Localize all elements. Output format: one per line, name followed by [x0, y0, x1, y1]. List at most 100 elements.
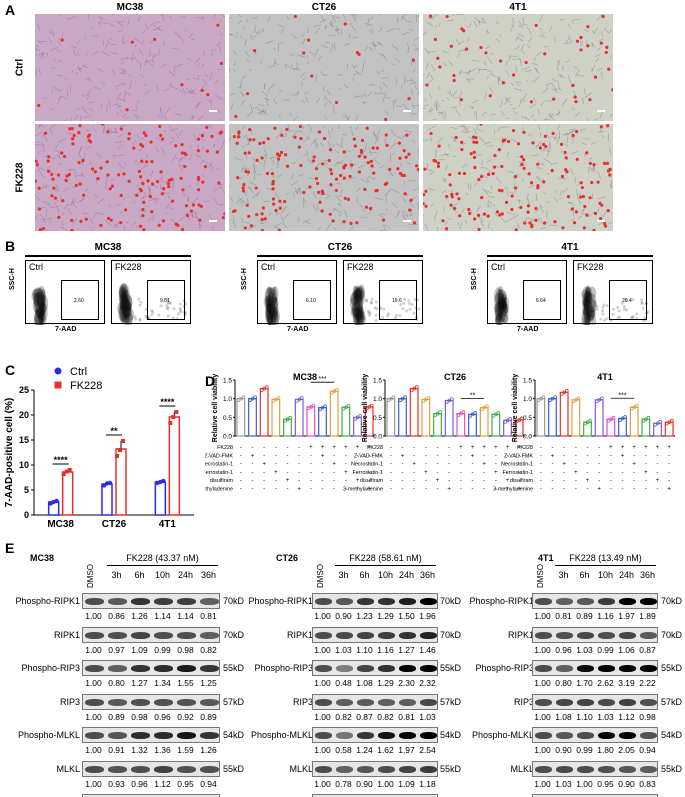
- flow-group-title: CT26: [327, 242, 353, 253]
- treatment-label: disulfiram: [210, 478, 234, 484]
- blot-band: [108, 665, 127, 672]
- y-axis-label: Relative cell viability: [512, 374, 519, 443]
- treatment-sign: +: [656, 478, 660, 484]
- treatment-sign: -: [240, 453, 242, 459]
- treatment-label: 3-methyladenine: [343, 487, 383, 493]
- bar: [571, 399, 581, 437]
- treatment-label: FK228: [217, 445, 233, 451]
- chart-title: CT26: [444, 372, 466, 382]
- blot-strip: [312, 660, 438, 676]
- blot-strip: [82, 727, 220, 743]
- blot-strip: [82, 660, 220, 676]
- panel-d-viability-charts: MC38 0.0 0.5 1.0 1.5 Relative cell viability *…: [205, 372, 675, 493]
- blot-band: [619, 765, 636, 773]
- data-point: [311, 403, 316, 408]
- blot-band: [556, 765, 573, 773]
- bar: [421, 398, 431, 437]
- blot-lane-label: 3h: [111, 570, 122, 580]
- treatment-sign: -: [587, 462, 589, 468]
- data-point: [539, 396, 543, 401]
- data-point: [496, 411, 501, 415]
- treatment-sign: -: [448, 478, 450, 484]
- treatment-sign: +: [551, 453, 555, 459]
- blot-band: [598, 698, 615, 706]
- treatment-sign: -: [275, 445, 277, 451]
- blot-band: [577, 765, 594, 773]
- bar: [641, 418, 651, 437]
- data-point: [398, 398, 402, 402]
- treatment-label: disulfiram: [360, 478, 384, 484]
- micrograph-column-title: CT26: [311, 2, 337, 13]
- bar: [353, 416, 362, 437]
- blot-protein-name: Phospho-RIP3: [254, 663, 313, 673]
- y-axis-label: 7-AAD-positive cell (%): [4, 398, 15, 507]
- treatment-sign: -: [575, 487, 577, 493]
- legend-label: FK228: [70, 380, 102, 392]
- treatment-sign: -: [240, 478, 242, 484]
- bar: [583, 421, 592, 437]
- blot-band: [598, 765, 615, 773]
- treatment-sign: -: [563, 445, 565, 451]
- blot-quantification-value: 0.87: [639, 644, 656, 655]
- data-point: [641, 418, 646, 423]
- treatment-sign: +: [447, 487, 451, 493]
- blot-band: [598, 732, 615, 739]
- treatment-sign: -: [275, 487, 277, 493]
- blot-quantification-value: 0.90: [618, 778, 635, 789]
- blot-lane-label: 36h: [639, 570, 656, 580]
- blot-band: [336, 732, 353, 739]
- treatment-sign: -: [610, 478, 612, 484]
- significance-label: **: [110, 426, 118, 436]
- treatment-sign: -: [495, 487, 497, 493]
- bar: [456, 412, 466, 437]
- blot-band: [315, 765, 332, 773]
- blot-band: [640, 698, 657, 706]
- treatment-label: Z-VAD-FMK: [354, 453, 383, 459]
- micrograph-image: [229, 14, 419, 121]
- blot-band: [378, 631, 395, 639]
- blot-strip: [532, 794, 658, 797]
- data-point: [297, 397, 302, 402]
- flow-gate: [147, 280, 185, 320]
- bar: [271, 398, 281, 437]
- treatment-sign: -: [345, 453, 347, 459]
- blot-molecular-weight: 54kD: [661, 730, 683, 740]
- blot-band: [556, 732, 573, 739]
- blot-strip: [312, 794, 438, 797]
- treatment-sign: +: [424, 470, 428, 476]
- blot-band: [556, 698, 573, 706]
- flow-x-axis-label: 7-AAD: [287, 326, 309, 333]
- blot-band: [154, 765, 173, 773]
- data-point: [508, 417, 512, 421]
- treatment-sign: -: [540, 445, 542, 451]
- treatment-sign: -: [298, 445, 300, 451]
- blot-treatment-label: FK228 (43.37 nM): [126, 553, 199, 563]
- treatment-sign: -: [322, 487, 324, 493]
- blot-strip: [312, 593, 438, 609]
- treatment-sign: -: [437, 470, 439, 476]
- treatment-sign: -: [413, 445, 415, 451]
- blot-band: [598, 631, 615, 639]
- blot-protein-name: Phospho-MLKL: [471, 730, 534, 740]
- treatment-sign: +: [667, 445, 671, 451]
- bar: [306, 406, 316, 437]
- blot-lane-label: 10h: [377, 570, 394, 580]
- blot-protein-name: RIPK1: [507, 629, 534, 640]
- treatment-label: Ferrostatin-1: [502, 470, 533, 476]
- blot-quantification-value: 0.90: [335, 611, 352, 621]
- flow-gate: [523, 280, 561, 320]
- blot-quantification-value: 0.81: [200, 611, 217, 621]
- treatment-label: Z-VAD-FMK: [504, 453, 533, 459]
- legend-marker: [54, 381, 62, 389]
- treatment-sign: -: [240, 462, 242, 468]
- blot-treatment-bar: [335, 565, 436, 566]
- treatment-sign: -: [645, 478, 647, 484]
- blot-molecular-weight: 70kD: [661, 629, 683, 640]
- blot-lane-label: DMSO: [536, 564, 545, 588]
- treatment-sign: -: [460, 478, 462, 484]
- y-tick-label: 20: [19, 410, 29, 420]
- blot-quantification-value: 1.34: [154, 678, 171, 688]
- treatment-sign: +: [517, 445, 521, 451]
- bar: [341, 406, 351, 437]
- treatment-sign: -: [263, 478, 265, 484]
